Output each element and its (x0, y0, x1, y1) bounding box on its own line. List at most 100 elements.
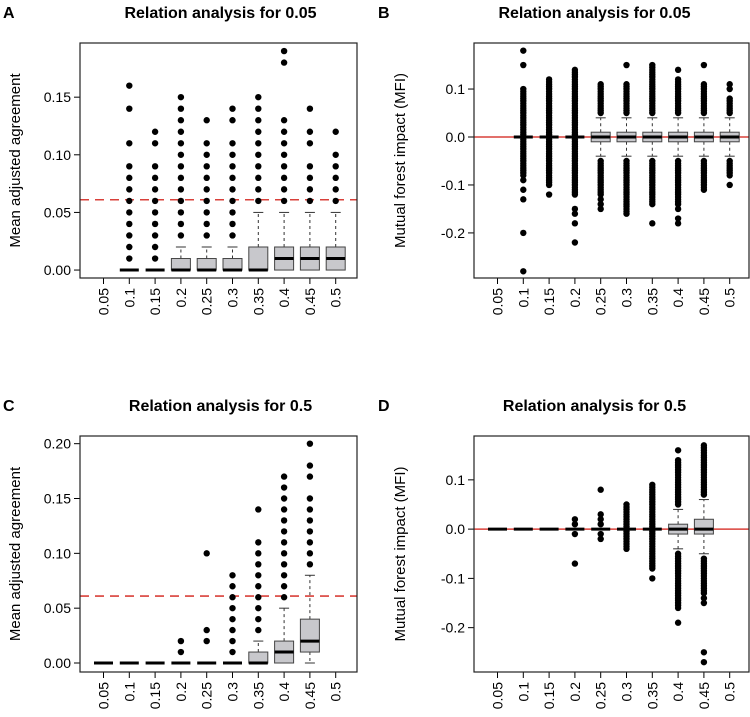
outlier-point (126, 243, 133, 251)
outlier-point (571, 239, 579, 246)
box-group-0.5 (719, 81, 740, 189)
outlier-point (126, 209, 133, 216)
outlier-point (203, 550, 210, 557)
outlier-point (306, 186, 314, 193)
y-axis-label: Mutual forest impact (MFI) (392, 466, 409, 641)
x-tick-label: 0.1 (515, 682, 531, 702)
outlier-point (332, 151, 339, 158)
outlier-point (520, 61, 527, 69)
box-group-0.25 (196, 117, 217, 272)
outlier-point (306, 105, 314, 112)
outlier-point (229, 105, 236, 112)
outlier-point (280, 59, 288, 66)
plot-frame (79, 435, 358, 673)
x-tick-label: 0.15 (147, 288, 163, 315)
outlier-point (151, 197, 159, 205)
y-tick-label: -0.1 (441, 177, 465, 193)
x-tick-label: 0.45 (302, 682, 318, 709)
outlier-point (151, 255, 159, 262)
outlier-point (306, 550, 314, 557)
y-axis-label: Mutual forest impact (MFI) (392, 73, 409, 248)
box-group-0.3 (617, 501, 636, 553)
box-group-0.35 (248, 506, 269, 665)
y-tick-label: 0.00 (44, 262, 71, 278)
outlier-point (151, 186, 159, 193)
outlier-point (255, 561, 262, 568)
outlier-point (649, 157, 656, 165)
x-tick-label: 0.05 (490, 288, 506, 315)
outlier-point (280, 47, 288, 55)
box-group-0.1 (513, 47, 533, 275)
y-tick-label: 0.10 (44, 147, 71, 163)
plot-frame (473, 435, 750, 673)
outlier-point (597, 520, 604, 528)
outlier-point (229, 583, 236, 590)
outlier-point (674, 220, 682, 227)
panel-title: Relation analysis for 0.5 (129, 398, 312, 415)
box-group-0.25 (590, 81, 611, 213)
outlier-point (255, 197, 262, 205)
outlier-point (151, 163, 159, 170)
outlier-point (229, 232, 236, 239)
outlier-point (203, 140, 210, 147)
outlier-point (726, 81, 733, 88)
outlier-point (203, 209, 210, 216)
box-group-0.25 (591, 486, 611, 543)
outlier-point (229, 209, 236, 216)
box (299, 618, 320, 653)
x-tick-label: 0.3 (225, 682, 241, 702)
box (222, 258, 243, 271)
outlier-point (726, 95, 733, 102)
outlier-point (151, 174, 159, 182)
box-group-0.45 (693, 442, 714, 666)
outlier-point (229, 626, 236, 634)
outlier-point (255, 604, 262, 612)
outlier-point (229, 197, 236, 205)
outlier-point (571, 205, 579, 213)
outlier-point (151, 140, 159, 147)
box-group-0.3 (223, 572, 242, 665)
outlier-point (623, 81, 630, 88)
outlier-point (623, 61, 630, 69)
outlier-point (126, 220, 133, 228)
box-group-0.5 (325, 128, 346, 271)
y-tick-label: 0.1 (446, 472, 466, 488)
x-tick-label: 0.1 (121, 288, 137, 308)
outlier-point (700, 81, 708, 88)
outlier-point (545, 76, 553, 83)
outlier-point (255, 128, 262, 135)
outlier-point (177, 93, 185, 101)
outlier-point (700, 157, 708, 165)
x-tick-label: 0.45 (696, 288, 712, 315)
outlier-point (203, 232, 210, 239)
x-tick-label: 0.25 (593, 682, 609, 709)
outlier-point (306, 163, 314, 170)
outlier-point (649, 61, 656, 69)
box-group-0.2 (565, 66, 585, 246)
outlier-point (306, 140, 314, 147)
y-tick-label: 0.05 (44, 600, 71, 616)
x-tick-label: 0.1 (121, 682, 137, 702)
outlier-point (520, 186, 527, 193)
x-tick-label: 0.4 (276, 682, 292, 702)
x-tick-label: 0.5 (722, 682, 738, 702)
x-tick-label: 0.2 (567, 288, 583, 308)
box (196, 258, 217, 271)
x-tick-label: 0.15 (147, 682, 163, 709)
panel-title: Relation analysis for 0.05 (124, 5, 316, 22)
plot-frame (473, 42, 750, 279)
outlier-point (597, 516, 604, 523)
outlier-point (203, 186, 210, 193)
outlier-point (177, 197, 185, 205)
outlier-point (571, 520, 579, 528)
outlier-point (332, 197, 339, 205)
x-tick-label: 0.3 (225, 288, 241, 308)
outlier-point (306, 197, 314, 205)
box-group-0.45 (693, 61, 714, 193)
box-group-0.45 (299, 440, 320, 664)
x-tick-label: 0.2 (173, 682, 189, 702)
outlier-point (255, 140, 262, 147)
outlier-point (280, 495, 288, 502)
outlier-point (255, 93, 262, 101)
